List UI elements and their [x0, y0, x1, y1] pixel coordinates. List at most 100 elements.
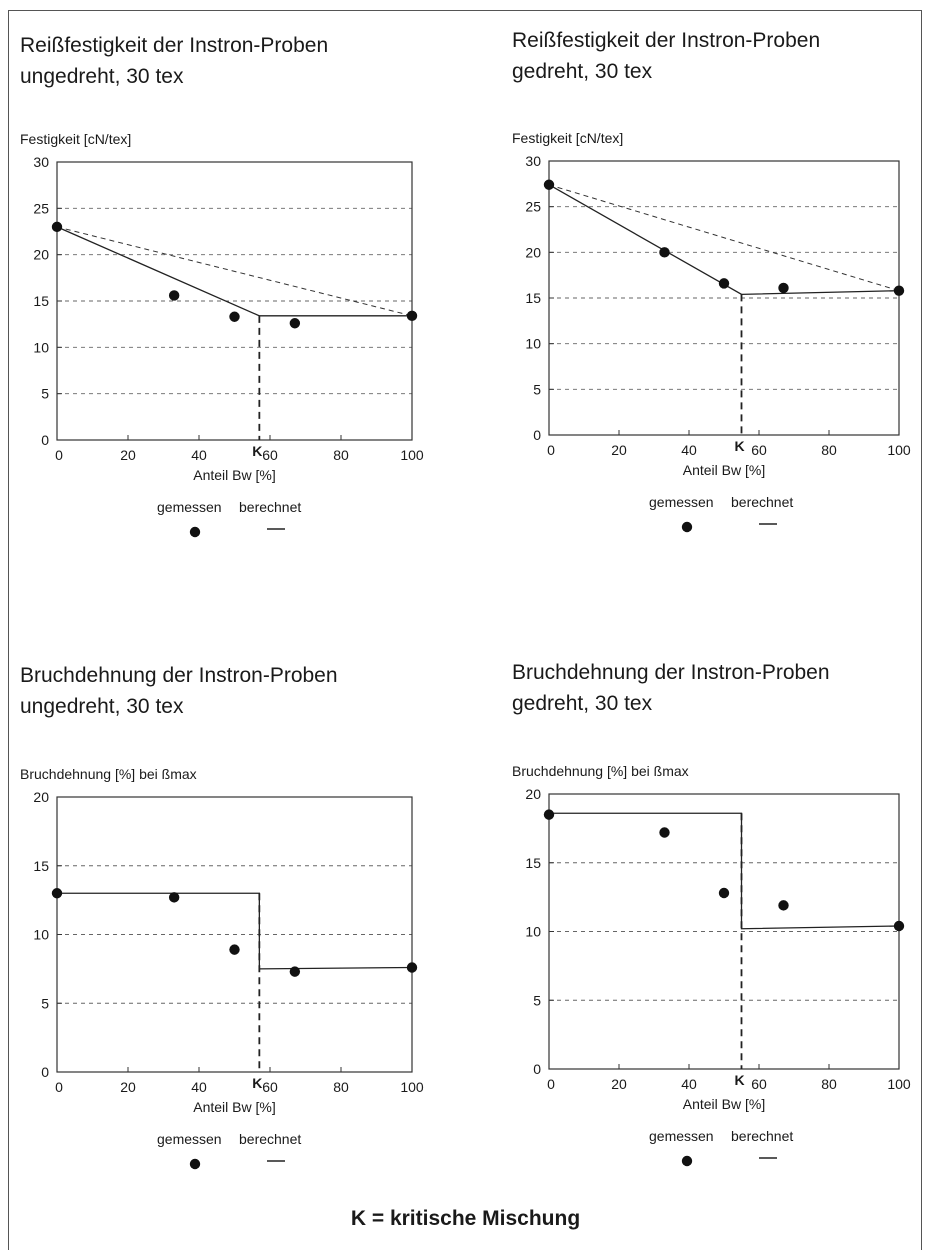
x-tick-label: 0 — [547, 1076, 555, 1092]
legend-label-calculated: berechnet — [731, 494, 793, 510]
y-tick-label: 30 — [525, 153, 541, 169]
y-tick-label: 0 — [41, 1064, 49, 1080]
y-tick-label: 20 — [525, 244, 541, 260]
data-point — [289, 966, 301, 977]
chart-tensile-twisted: Festigkeit [cN/tex] 0 5 10 15 20 25 30 0 20 40 60 80… — [512, 130, 911, 533]
data-point — [229, 944, 240, 955]
data-point — [778, 900, 789, 911]
y-tick-label: 10 — [525, 924, 541, 940]
chart-elongation-twisted: Bruchdehnung [%] bei ßmax 0 5 10 15 20 0 20 40 60… — [512, 763, 911, 1167]
data-point — [51, 221, 63, 233]
y-tick-label: 15 — [33, 293, 49, 309]
data-point — [168, 290, 180, 301]
data-point — [229, 311, 240, 322]
x-tick-label: 60 — [751, 1076, 767, 1092]
x-tick-label: 0 — [547, 442, 555, 458]
data-point — [543, 809, 555, 820]
x-tick-label: 80 — [333, 447, 349, 463]
x-tick-label: 40 — [681, 1076, 697, 1092]
x-tick-label: 100 — [887, 442, 911, 458]
x-tick-label: 40 — [191, 1079, 207, 1095]
legend-marker-measured — [189, 1158, 201, 1170]
data-point — [893, 285, 905, 296]
legend-label-measured: gemessen — [157, 1131, 222, 1147]
x-tick-label: 80 — [821, 442, 837, 458]
x-tick-label: 100 — [400, 1079, 424, 1095]
y-tick-label: 5 — [533, 992, 541, 1008]
x-tick-label: 0 — [55, 447, 63, 463]
data-point — [289, 318, 301, 329]
panel-tensile-untwisted: Reißfestigkeit der Instron-Proben ungedr… — [20, 30, 470, 590]
y-tick-label: 15 — [525, 290, 541, 306]
critical-mix-label: K — [734, 1072, 744, 1088]
x-axis-label: Anteil Bw [%] — [193, 1099, 275, 1115]
data-point — [543, 179, 555, 190]
y-axis-label: Bruchdehnung [%] bei ßmax — [512, 763, 689, 779]
x-axis-label: Anteil Bw [%] — [683, 462, 765, 478]
y-tick-label: 25 — [33, 200, 49, 216]
data-point — [778, 282, 789, 294]
series-line-calculated — [549, 812, 900, 930]
x-tick-label: 100 — [400, 447, 424, 463]
x-axis-label: Anteil Bw [%] — [683, 1096, 765, 1112]
x-tick-label: 20 — [120, 1079, 136, 1095]
y-tick-label: 20 — [33, 789, 49, 805]
data-point — [406, 962, 418, 973]
chart-elongation-untwisted: Bruchdehnung [%] bei ßmax 0 5 10 15 20 0 20 40 60… — [20, 766, 424, 1170]
series-line-calculated — [548, 184, 900, 296]
chart-tensile-untwisted: Festigkeit [cN/tex] 0 5 10 15 20 25 30 0 20 40 60 80… — [20, 131, 424, 538]
legend-marker-measured — [681, 1155, 693, 1167]
y-tick-label: 20 — [525, 786, 541, 802]
x-tick-label: 60 — [751, 442, 767, 458]
reference-line — [548, 184, 900, 292]
y-tick-label: 10 — [33, 339, 49, 355]
x-tick-label: 20 — [611, 1076, 627, 1092]
legend-marker-measured — [189, 526, 201, 538]
panel-elongation-untwisted: Bruchdehnung der Instron-Proben ungedreh… — [20, 660, 470, 1220]
x-tick-label: 60 — [262, 447, 278, 463]
data-point — [659, 247, 670, 258]
legend-label-calculated: berechnet — [239, 499, 301, 515]
legend-marker-measured — [681, 521, 693, 533]
data-point — [406, 310, 418, 322]
y-tick-label: 10 — [33, 927, 49, 943]
x-tick-label: 20 — [611, 442, 627, 458]
x-tick-label: 80 — [333, 1079, 349, 1095]
x-tick-label: 0 — [55, 1079, 63, 1095]
series-line-calculated — [57, 892, 413, 970]
x-tick-label: 100 — [887, 1076, 911, 1092]
legend-label-measured: gemessen — [649, 1128, 714, 1144]
reference-line — [56, 226, 413, 317]
data-point — [659, 827, 670, 838]
legend-label-measured: gemessen — [649, 494, 714, 510]
y-axis-label: Festigkeit [cN/tex] — [512, 130, 623, 146]
data-point — [51, 888, 63, 899]
critical-mix-label: K — [252, 443, 262, 459]
y-tick-label: 0 — [533, 427, 541, 443]
x-tick-label: 40 — [191, 447, 207, 463]
chart-title: Bruchdehnung der Instron-Proben ungedreh… — [20, 664, 338, 718]
data-point — [168, 892, 180, 903]
y-tick-label: 5 — [41, 386, 49, 402]
chart-title: Reißfestigkeit der Instron-Proben ungedr… — [20, 34, 329, 88]
data-point — [718, 278, 730, 289]
panel-tensile-twisted: Reißfestigkeit der Instron-Proben gedreh… — [512, 25, 931, 585]
legend-label-calculated: berechnet — [239, 1131, 301, 1147]
footer-note: K = kritische Mischung — [350, 1207, 581, 1230]
chart-title: Bruchdehnung der Instron-Proben gedreht,… — [512, 661, 830, 715]
y-tick-label: 30 — [33, 154, 49, 170]
data-point — [893, 920, 905, 932]
critical-mix-label: K — [734, 438, 744, 454]
y-tick-label: 20 — [33, 247, 49, 263]
y-tick-label: 0 — [41, 432, 49, 448]
y-axis-label: Bruchdehnung [%] bei ßmax — [20, 766, 197, 782]
panel-elongation-twisted: Bruchdehnung der Instron-Proben gedreht,… — [512, 657, 931, 1217]
x-tick-label: 60 — [262, 1079, 278, 1095]
x-tick-label: 40 — [681, 442, 697, 458]
y-tick-label: 10 — [525, 336, 541, 352]
x-tick-label: 80 — [821, 1076, 837, 1092]
x-axis-label: Anteil Bw [%] — [193, 467, 275, 483]
y-tick-label: 5 — [533, 381, 541, 397]
y-tick-label: 0 — [533, 1061, 541, 1077]
data-point — [718, 887, 730, 899]
